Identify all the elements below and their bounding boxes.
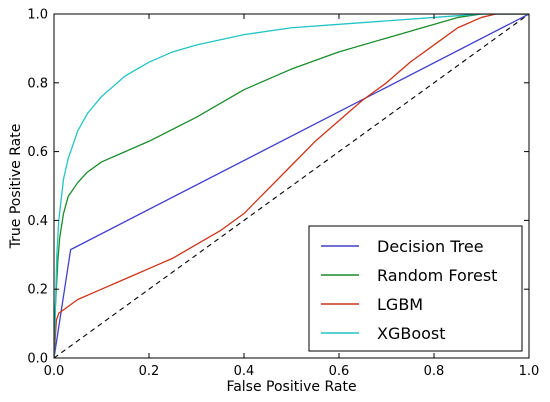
y-tick-label: 0.6 [27,145,48,160]
y-tick-label: 0.4 [27,214,48,229]
legend-label-xgboost: XGBoost [377,324,446,343]
y-tick-label: 0.2 [27,283,48,298]
plot-frame [53,13,530,359]
y-tick-label: 0.8 [27,76,48,91]
legend: Decision Tree Random Forest LGBM XGBoost [308,225,523,352]
x-tick-label: 0.6 [329,364,350,379]
x-tick-label: 0.0 [44,364,65,379]
plot-area [54,14,529,358]
y-tick-label: 1.0 [27,8,48,23]
x-tick-label: 0.8 [424,364,445,379]
series-line-random-forest [54,14,529,358]
legend-label-lgbm: LGBM [377,295,423,314]
legend-label-random-forest: Random Forest [377,266,497,285]
x-tick-label: 0.2 [139,364,160,379]
plot-layer [54,14,529,358]
series-line-lgbm [54,14,529,358]
x-tick-label: 0.4 [234,364,255,379]
series-line-xgboost [54,14,529,358]
y-axis-label: True Positive Rate [8,124,24,250]
axis-layer: 0.0 0.2 0.4 0.6 0.8 1.0 0.0 0.2 0.4 0.6 0.8 1.0 [27,8,539,380]
series-line-decision-tree [54,14,529,358]
x-tick-label: 1.0 [519,364,540,379]
legend-box [308,225,523,352]
y-tick-label: 0.0 [27,352,48,367]
diagonal-reference-line [54,14,529,358]
x-axis-label: False Positive Rate [226,379,356,395]
legend-label-decision-tree: Decision Tree [377,237,484,256]
